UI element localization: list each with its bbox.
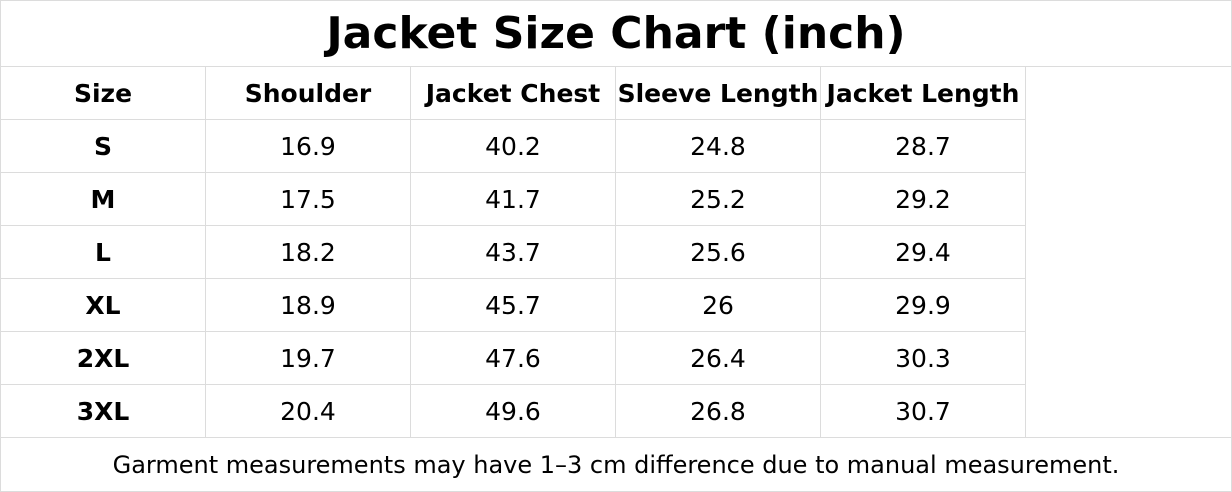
measurement: 47.6 bbox=[410, 331, 616, 385]
measurement: 30.3 bbox=[820, 331, 1026, 385]
measurement: 16.9 bbox=[205, 119, 411, 173]
measurement: 40.2 bbox=[410, 119, 616, 173]
measurement: 28.7 bbox=[820, 119, 1026, 173]
empty-area bbox=[1025, 66, 1232, 438]
measurement: 17.5 bbox=[205, 172, 411, 226]
size-label: XL bbox=[0, 278, 206, 332]
measurement: 26.8 bbox=[615, 384, 821, 438]
measurement: 20.4 bbox=[205, 384, 411, 438]
measurement: 19.7 bbox=[205, 331, 411, 385]
measurement: 25.2 bbox=[615, 172, 821, 226]
measurement: 43.7 bbox=[410, 225, 616, 279]
measurement: 26.4 bbox=[615, 331, 821, 385]
size-label: L bbox=[0, 225, 206, 279]
size-label: 3XL bbox=[0, 384, 206, 438]
measurement: 29.4 bbox=[820, 225, 1026, 279]
column-header: Shoulder bbox=[205, 66, 411, 120]
size-label: 2XL bbox=[0, 331, 206, 385]
measurement: 45.7 bbox=[410, 278, 616, 332]
title: Jacket Size Chart (inch) bbox=[0, 0, 1232, 67]
footnote: Garment measurements may have 1–3 cm dif… bbox=[0, 437, 1232, 492]
measurement: 29.9 bbox=[820, 278, 1026, 332]
measurement: 25.6 bbox=[615, 225, 821, 279]
measurement: 24.8 bbox=[615, 119, 821, 173]
measurement: 26 bbox=[615, 278, 821, 332]
measurement: 41.7 bbox=[410, 172, 616, 226]
size-label: M bbox=[0, 172, 206, 226]
measurement: 18.2 bbox=[205, 225, 411, 279]
measurement: 30.7 bbox=[820, 384, 1026, 438]
column-header: Jacket Chest bbox=[410, 66, 616, 120]
column-header: Sleeve Length bbox=[615, 66, 821, 120]
column-header: Jacket Length bbox=[820, 66, 1026, 120]
measurement: 18.9 bbox=[205, 278, 411, 332]
column-header: Size bbox=[0, 66, 206, 120]
measurement: 49.6 bbox=[410, 384, 616, 438]
measurement: 29.2 bbox=[820, 172, 1026, 226]
size-label: S bbox=[0, 119, 206, 173]
